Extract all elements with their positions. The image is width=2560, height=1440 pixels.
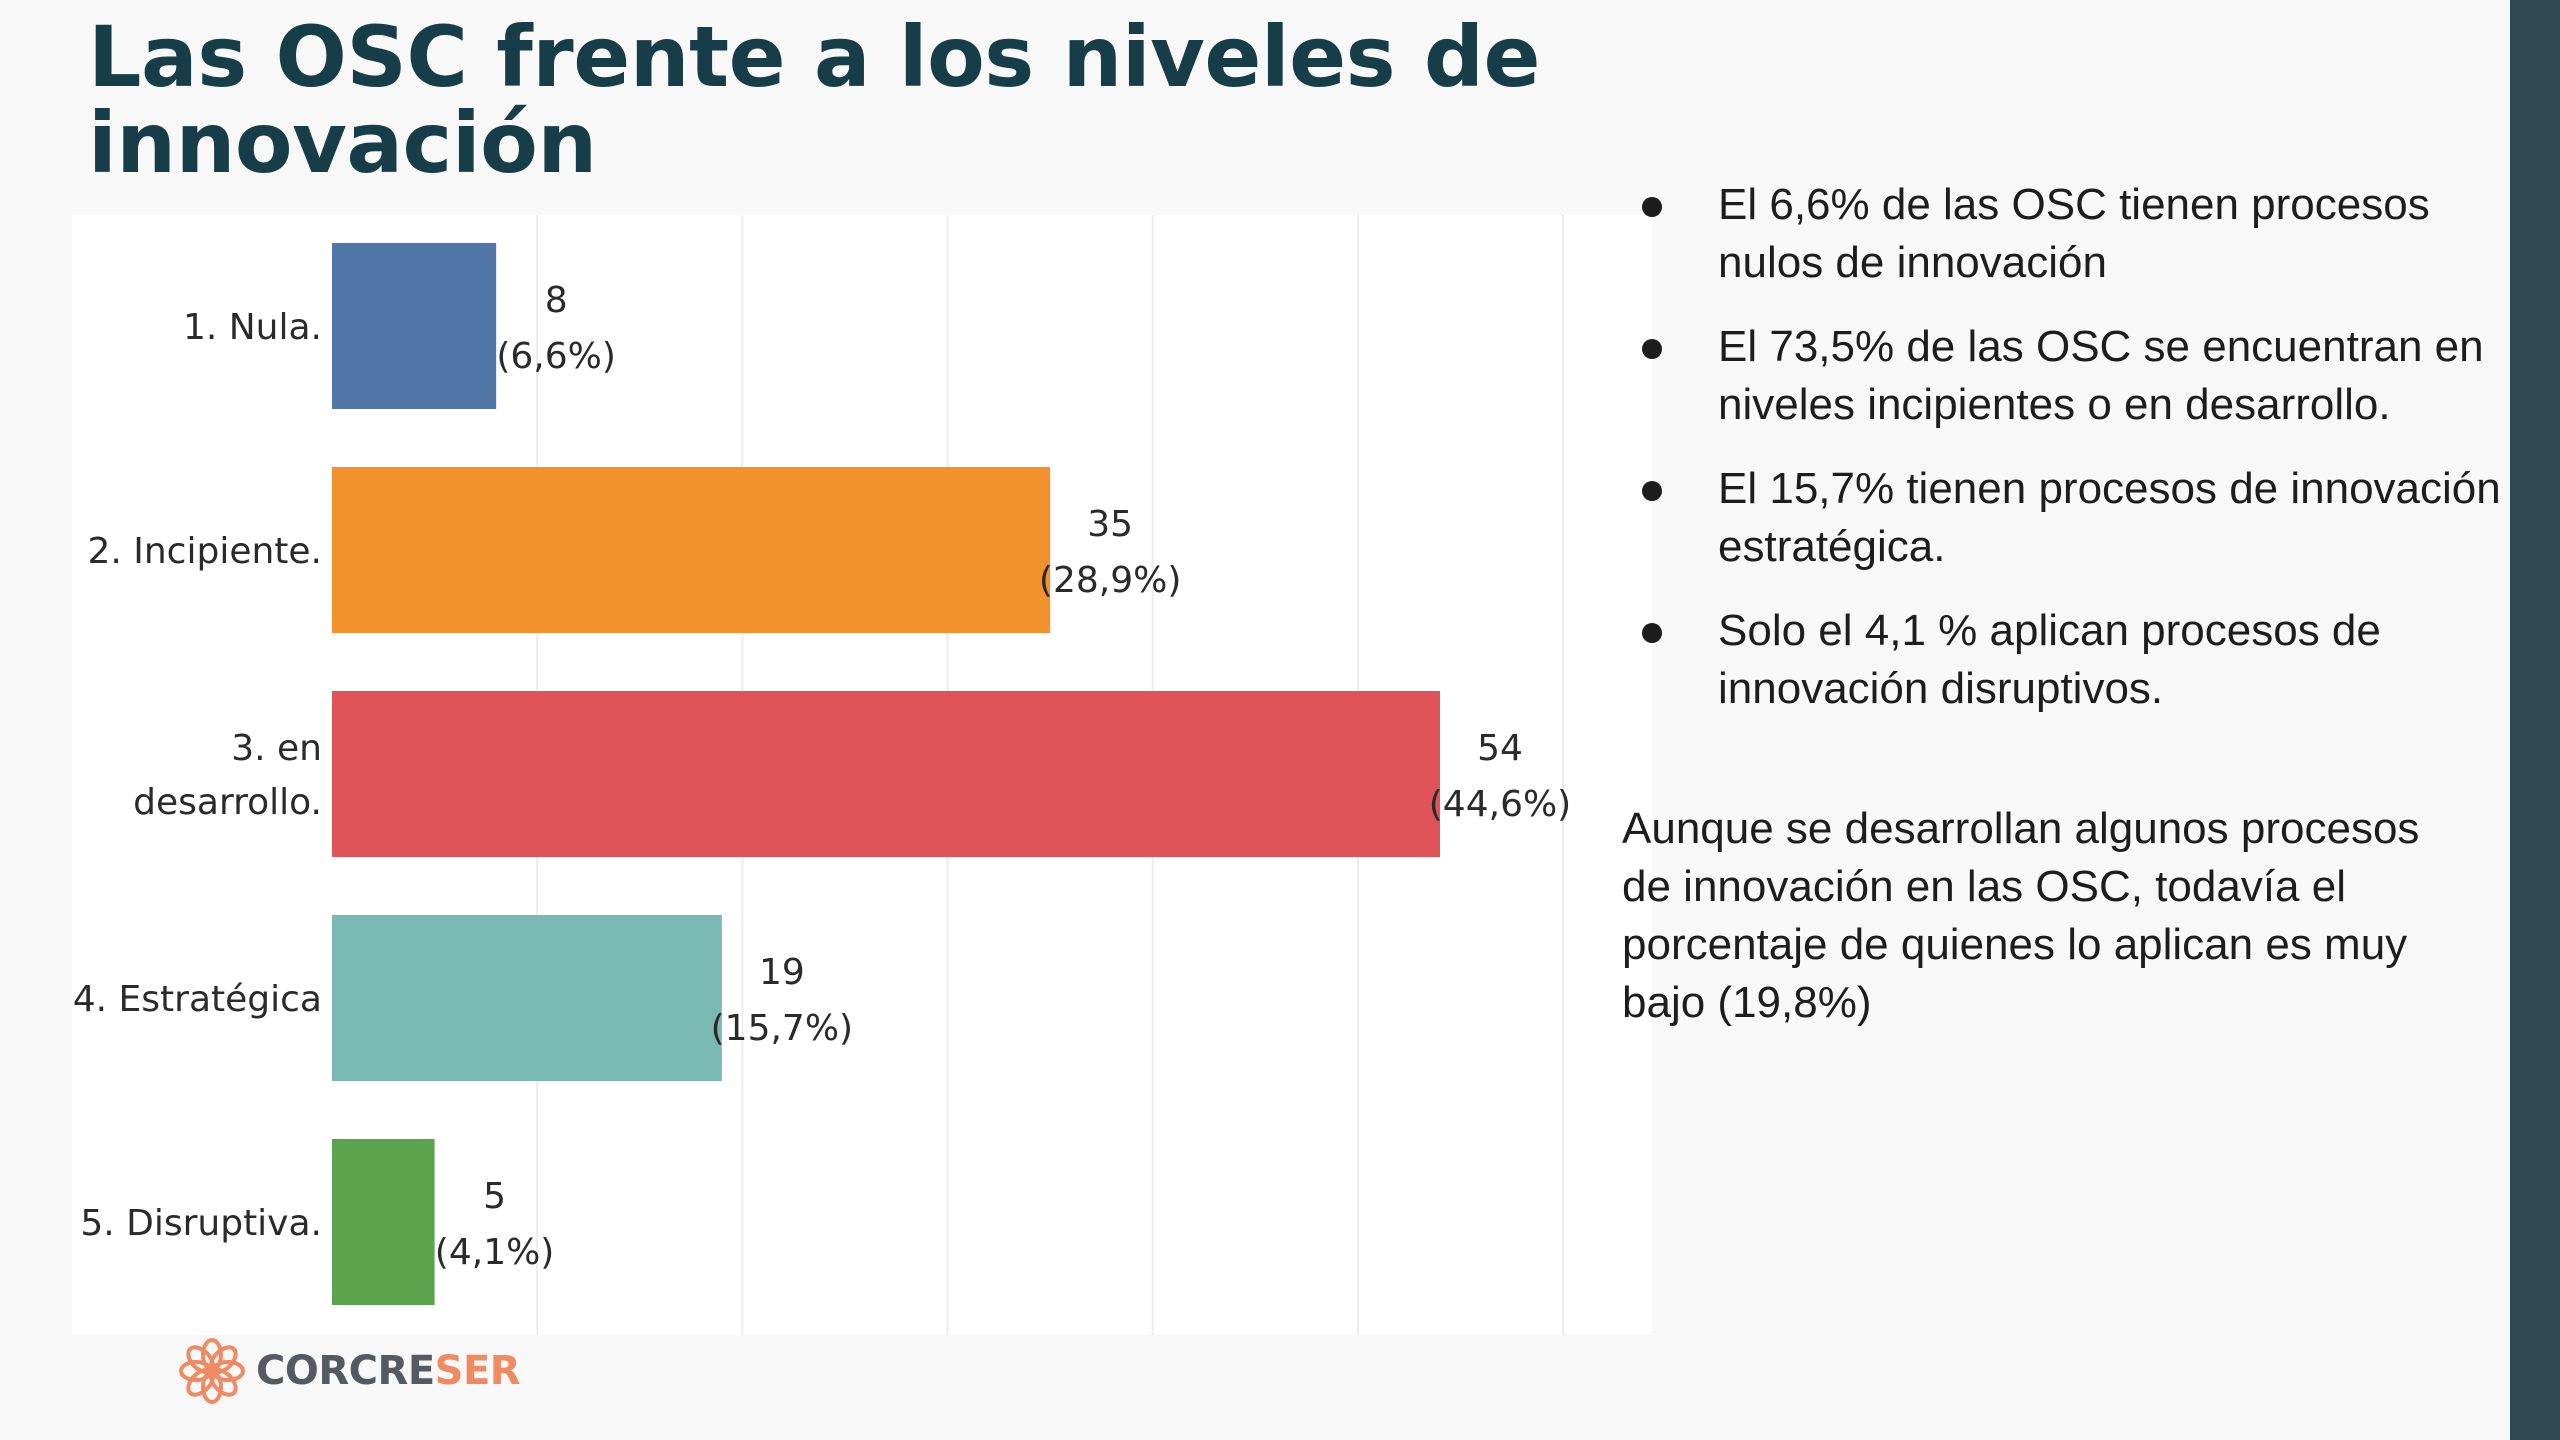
- bullet-text: El 73,5% de las OSC se encuentran en niv…: [1718, 322, 2484, 429]
- bullet-item: El 73,5% de las OSC se encuentran en niv…: [1622, 318, 2502, 434]
- conclusion-text: Aunque se desarrollan algunos procesos d…: [1622, 804, 2420, 1027]
- bullet-text: Solo el 4,1 % aplican procesos de innova…: [1718, 606, 2381, 713]
- bullet-item: El 6,6% de las OSC tienen procesos nulos…: [1622, 176, 2502, 292]
- flower-logo-icon: [179, 1338, 245, 1404]
- percent-label: (44,6%): [1429, 784, 1571, 825]
- percent-label: (15,7%): [711, 1008, 853, 1049]
- bullet-dot-icon: [1642, 481, 1662, 501]
- category-label: 1. Nula.: [183, 307, 322, 348]
- bar: [332, 1139, 435, 1305]
- logo-text-corcre: CORCRE: [256, 1348, 435, 1394]
- bullet-list: El 6,6% de las OSC tienen procesos nulos…: [1622, 176, 2502, 744]
- bullet-dot-icon: [1642, 197, 1662, 217]
- chart-panel: 1. Nula. 8 (6,6%) 2. Incipiente. 35 (28,9%) 3.…: [72, 215, 1652, 1335]
- logo-text-ser: SER: [434, 1348, 521, 1394]
- value-label: 5: [483, 1176, 506, 1217]
- category-label: 2. Incipiente.: [87, 531, 322, 572]
- bar: [332, 691, 1440, 857]
- category-label: 3. en: [231, 728, 322, 769]
- bullet-item: El 15,7% tienen procesos de innovación e…: [1622, 460, 2502, 576]
- right-edge-bar: [2510, 0, 2560, 1440]
- percent-label: (28,9%): [1039, 560, 1181, 601]
- value-label: 19: [759, 952, 805, 993]
- percent-label: (4,1%): [435, 1232, 555, 1273]
- value-label: 35: [1087, 504, 1133, 545]
- category-label: 5. Disruptiva.: [80, 1203, 322, 1244]
- bullet-item: Solo el 4,1 % aplican procesos de innova…: [1622, 602, 2502, 718]
- percent-label: (6,6%): [496, 336, 616, 377]
- bullet-text: El 15,7% tienen procesos de innovación e…: [1718, 464, 2501, 571]
- value-label: 8: [545, 280, 568, 321]
- bullet-dot-icon: [1642, 339, 1662, 359]
- category-label: 4. Estratégica: [73, 979, 322, 1020]
- bar: [332, 467, 1051, 633]
- bar: [332, 243, 497, 409]
- bullet-dot-icon: [1642, 623, 1662, 643]
- value-label: 54: [1477, 728, 1523, 769]
- category-label: desarrollo.: [133, 782, 322, 823]
- logo-wordmark: CORCRESER: [256, 1348, 521, 1394]
- bar-chart: 1. Nula. 8 (6,6%) 2. Incipiente. 35 (28,9%) 3.…: [73, 215, 1571, 1335]
- bar: [332, 915, 722, 1081]
- corcreser-logo: CORCRESER: [178, 1335, 538, 1407]
- logo-petal: [186, 1345, 216, 1375]
- slide-title: Las OSC frente a los niveles de innovaci…: [88, 8, 1540, 192]
- bullet-text: El 6,6% de las OSC tienen procesos nulos…: [1718, 180, 2430, 287]
